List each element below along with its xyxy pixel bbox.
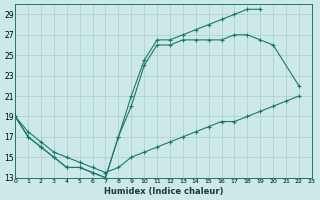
X-axis label: Humidex (Indice chaleur): Humidex (Indice chaleur): [104, 187, 223, 196]
